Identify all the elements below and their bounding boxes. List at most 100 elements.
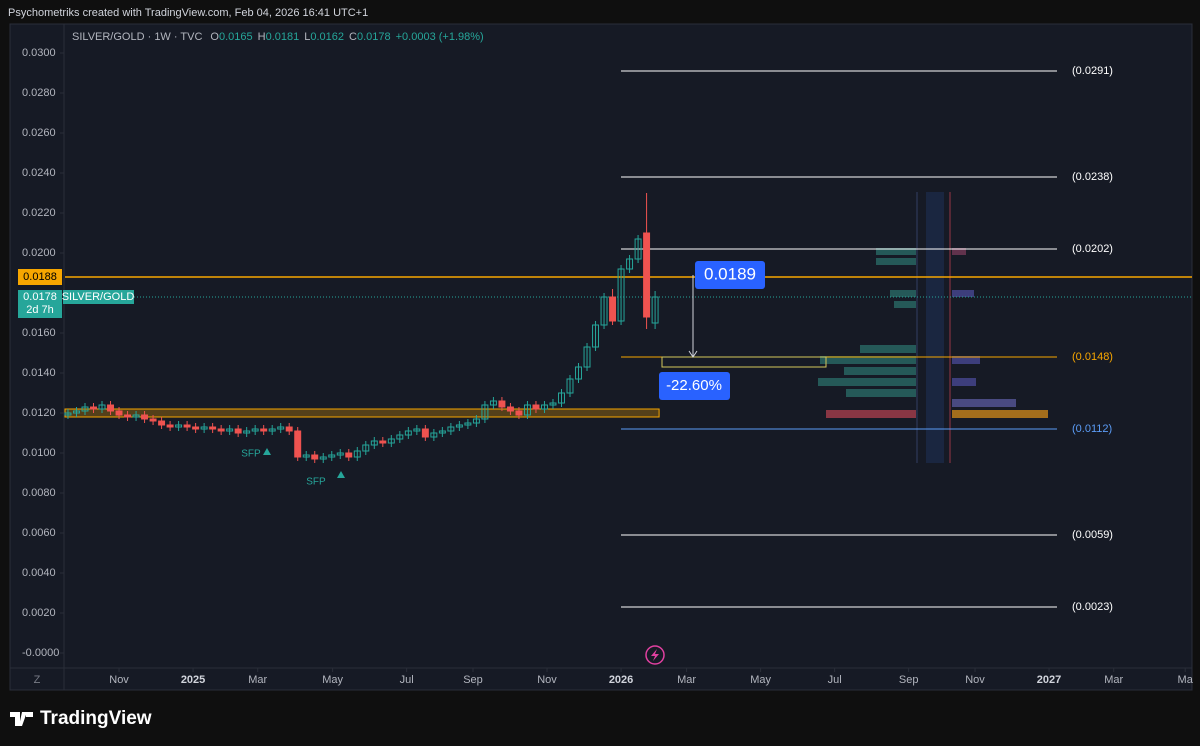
y-tick-label: 0.0260 [22, 127, 56, 139]
candle-body [98, 404, 106, 410]
y-tick-label: 0.0160 [22, 327, 56, 339]
candle-body [506, 406, 514, 412]
volume-profile [818, 192, 1048, 463]
level-label: (0.0023) [1072, 601, 1113, 613]
candle-body [523, 404, 531, 416]
candle-body [311, 454, 319, 460]
x-tick-label: 2026 [609, 674, 633, 686]
candle-body [413, 428, 421, 432]
candle-body [370, 440, 378, 446]
profile-bar [952, 378, 976, 386]
y-tick-label: 0.0060 [22, 527, 56, 539]
candle-body [438, 430, 446, 434]
profile-bar [952, 248, 966, 255]
candle-body [515, 410, 523, 416]
x-tick-label: Nov [965, 674, 985, 686]
x-tick-label: Mar [1104, 674, 1123, 686]
candle-body [489, 400, 497, 406]
event-icon-bolt [651, 649, 659, 661]
profile-bar [894, 301, 916, 308]
candle-body [124, 414, 132, 418]
candle-body [379, 440, 387, 444]
y-tick-label: 0.0020 [22, 607, 56, 619]
candle-body [558, 392, 565, 404]
x-tick-label: May [750, 674, 771, 686]
y-tick-label: -0.0000 [22, 647, 59, 659]
y-tick-label: 0.0080 [22, 487, 56, 499]
profile-bar [860, 345, 916, 353]
candle-body [192, 426, 200, 430]
candle-body [251, 428, 259, 432]
last-price-label: 0.0178 [23, 291, 57, 303]
y-tick-label: 0.0100 [22, 447, 56, 459]
y-tick-label: 0.0300 [22, 47, 56, 59]
profile-bar [846, 389, 916, 397]
level-label: (0.0059) [1072, 529, 1113, 541]
last-price-box [18, 290, 62, 318]
zone [64, 408, 660, 418]
candle-body [575, 366, 582, 380]
sfp-marker [337, 471, 345, 478]
candle-body [345, 452, 353, 458]
annotation: SFP [306, 477, 326, 488]
candle-body [319, 456, 327, 460]
countdown: 2d 7h [26, 304, 54, 316]
y-tick-label: 0.0040 [22, 567, 56, 579]
profile-bar [952, 290, 974, 297]
candle-body [430, 432, 438, 438]
candle-body [149, 418, 157, 422]
profile-bar [890, 290, 916, 297]
level-label: (0.0202) [1072, 243, 1113, 255]
candle-body [387, 438, 395, 444]
y-tick-label: 0.0280 [22, 87, 56, 99]
candle-body [200, 426, 208, 430]
measure-from-label: 0.0189 [704, 264, 756, 283]
candle-body [141, 414, 149, 420]
x-tick-label: Nov [109, 674, 129, 686]
candle-body [243, 430, 251, 434]
symbol-tag [63, 290, 134, 304]
candle-body [277, 426, 285, 430]
y-tick-label: 0.0220 [22, 207, 56, 219]
candle-body [302, 454, 310, 458]
y-tick-label: 0.0140 [22, 367, 56, 379]
level-label: (0.0112) [1072, 423, 1112, 435]
candle-body [158, 420, 166, 426]
legend-symbol: SILVER/GOLD · 1W · TVC [72, 31, 202, 43]
candle-body [107, 404, 115, 412]
x-tick-label: 2027 [1037, 674, 1061, 686]
candle-body [353, 450, 361, 458]
measure-change-label: -22.60% [666, 377, 722, 394]
candle-body [404, 430, 412, 436]
candle-body [396, 434, 404, 440]
legend-value: 0.0162 [310, 31, 344, 43]
x-tick-label: 2025 [181, 674, 205, 686]
legend-key: H [258, 31, 266, 43]
legend-value: 0.0178 [357, 31, 391, 43]
profile-bar [876, 248, 916, 255]
candle-body [81, 406, 89, 412]
profile-bar [818, 378, 916, 386]
profile-bar [826, 410, 916, 418]
candle-body [532, 404, 540, 410]
level-label: (0.0291) [1072, 65, 1113, 77]
candle-body [455, 424, 463, 428]
profile-column [926, 192, 944, 463]
y-tick-label: 0.0200 [22, 247, 56, 259]
candle-body [634, 238, 642, 260]
candle-body [592, 324, 600, 348]
candle-body [115, 410, 123, 416]
candle-body [472, 418, 480, 424]
legend-value: 0.0181 [266, 31, 300, 43]
candle-body [651, 296, 659, 324]
candle-body [226, 428, 234, 432]
x-tick-label: Nov [537, 674, 557, 686]
candle-body [464, 422, 472, 426]
candle-body [209, 426, 217, 430]
candle-body [175, 424, 183, 428]
footer-logo: TradingView [40, 708, 152, 729]
event-icon[interactable] [645, 645, 665, 665]
candle-body [260, 428, 268, 432]
zoom-button[interactable]: Z [34, 674, 41, 686]
candle-body [609, 296, 617, 322]
